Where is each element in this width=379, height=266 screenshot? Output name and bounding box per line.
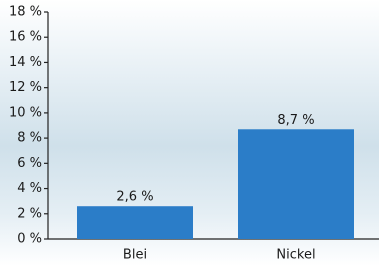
- y-tick-label: 14 %: [9, 55, 42, 70]
- y-tick-label: 6 %: [17, 156, 42, 171]
- y-tick-label: 8 %: [17, 131, 42, 146]
- x-tick-label: Blei: [123, 248, 147, 263]
- chart: 0 % 2 % 4 % 6 % 8 % 10 % 12 % 14 % 16 % 18 % Blei 2…: [0, 0, 379, 266]
- value-label: 8,7 %: [277, 113, 314, 128]
- y-tick-label: 16 %: [9, 30, 42, 45]
- bar: [77, 206, 193, 239]
- y-tick-label: 0 %: [17, 232, 42, 247]
- y-tick-label: 12 %: [9, 80, 42, 95]
- bar: [238, 129, 354, 239]
- y-tick-label: 4 %: [17, 181, 42, 196]
- x-tick-label: Nickel: [276, 248, 315, 263]
- y-tick-label: 10 %: [9, 105, 42, 120]
- y-tick-label: 2 %: [17, 206, 42, 221]
- value-label: 2,6 %: [116, 190, 153, 205]
- y-tick-label: 18 %: [9, 5, 42, 20]
